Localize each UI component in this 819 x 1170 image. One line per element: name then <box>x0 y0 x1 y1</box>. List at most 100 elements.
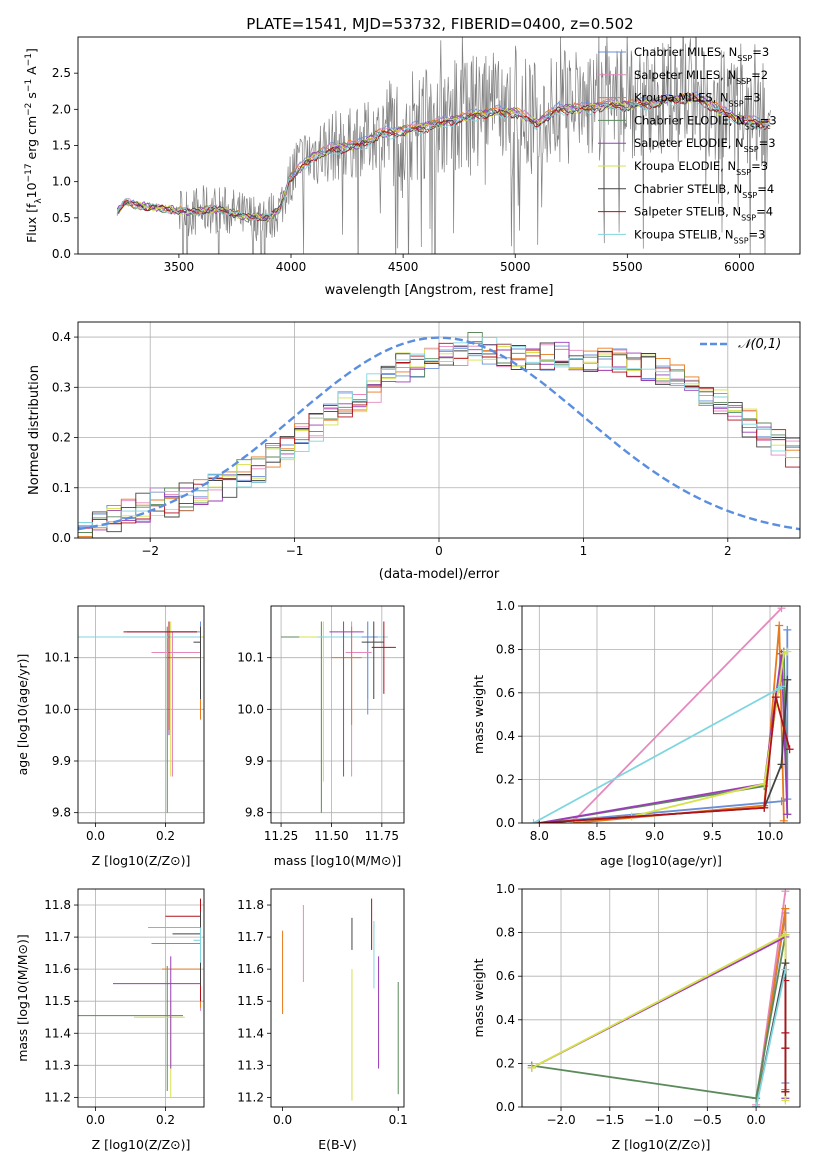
weight-marker <box>777 682 786 691</box>
weight-marker <box>752 1103 761 1107</box>
x-tick-label: 11.75 <box>365 829 399 843</box>
weight-marker <box>771 693 780 702</box>
weight-marker <box>785 745 794 754</box>
y-tick-label: 11.3 <box>237 1058 264 1072</box>
weight-marker <box>781 930 790 939</box>
x-tick-label: 0.1 <box>389 1113 408 1127</box>
histogram-plot <box>78 332 800 538</box>
weight-line-1 <box>573 607 783 822</box>
y-tick-label: 0.3 <box>52 380 71 394</box>
mass-vs-EBV-xlabel: E(B-V) <box>318 1137 357 1152</box>
massweight-vs-age-frame <box>521 605 801 824</box>
spectrum-plot <box>116 37 771 254</box>
model-spectrum-0 <box>117 91 771 221</box>
legend-label-2: Kroupa MILES, NSSP=3 <box>634 91 760 109</box>
y-tick-label: 2.5 <box>52 66 71 80</box>
y-tick-label: 0.8 <box>496 926 515 940</box>
x-tick-label: 0.2 <box>156 829 175 843</box>
weight-marker <box>779 816 788 823</box>
x-tick-label: 9.0 <box>645 829 664 843</box>
y-tick-label: 11.3 <box>44 1058 71 1072</box>
weight-marker <box>775 621 784 630</box>
y-tick-label: 10.0 <box>44 702 71 716</box>
x-tick-label: 0.0 <box>747 1113 766 1127</box>
model-spectrum-8 <box>116 96 771 221</box>
x-tick-label: 3500 <box>164 260 195 274</box>
y-tick-label: 0.4 <box>52 330 71 344</box>
weight-marker <box>777 606 786 613</box>
histogram-step-8 <box>78 337 800 528</box>
y-tick-label: 0.4 <box>496 729 515 743</box>
weight-marker <box>781 889 790 896</box>
x-tick-label: −2 <box>141 544 159 558</box>
y-tick-label: 0.2 <box>52 431 71 445</box>
massweight-vs-Z-xlabel: Z [log10(Z/Z⊙)] <box>612 1137 711 1152</box>
weight-marker <box>781 1028 790 1037</box>
weight-marker <box>777 760 786 769</box>
weight-marker <box>781 965 790 974</box>
y-tick-label: 11.4 <box>44 1026 71 1040</box>
x-tick-label: 2 <box>724 544 732 558</box>
y-tick-label: 0.0 <box>52 247 71 261</box>
y-tick-label: 0.1 <box>52 481 71 495</box>
y-tick-label: 11.8 <box>44 898 71 912</box>
y-tick-label: 0.6 <box>496 969 515 983</box>
y-tick-label: 0.0 <box>496 1100 515 1114</box>
y-tick-label: 0.2 <box>496 1056 515 1070</box>
weight-marker <box>783 675 792 684</box>
massweight-vs-age-plot <box>529 606 794 823</box>
model-spectrum-6 <box>116 95 771 222</box>
y-tick-label: 10.1 <box>237 651 264 665</box>
x-tick-label: 6000 <box>724 260 755 274</box>
age-vs-mass-xlabel: mass [log10(M/M⊙)] <box>274 853 402 868</box>
age-vs-Z-axes: 0.0 0.2 9.8 9.9 10.0 10.1 <box>44 606 204 843</box>
x-tick-label: −1.0 <box>644 1113 673 1127</box>
weight-marker <box>527 1063 536 1072</box>
x-tick-label: 1 <box>580 544 588 558</box>
weight-marker <box>760 803 769 812</box>
y-tick-label: 11.7 <box>44 930 71 944</box>
mass-vs-Z-ylabel: mass [log10(M/M⊙)] <box>15 934 30 1062</box>
age-vs-Z-xlabel: Z [log10(Z/Z⊙)] <box>92 853 191 868</box>
residual-histogram-axes: −2 −1 0 1 2 0.0 0.1 0.2 0.3 0.4 <box>52 322 800 558</box>
histogram-step-1 <box>78 344 800 526</box>
age-vs-Z-ylabel: age [log10(age/yr)] <box>15 654 30 776</box>
legend-label-5: Kroupa ELODIE, NSSP=3 <box>634 159 768 177</box>
y-tick-label: 9.8 <box>52 806 71 820</box>
weight-marker <box>783 810 792 819</box>
model-spectrum-1 <box>116 92 771 222</box>
normal-reference-curve <box>78 336 800 531</box>
y-tick-label: 0.0 <box>52 531 71 545</box>
legend-label-4: Salpeter ELODIE, NSSP=3 <box>634 136 776 154</box>
x-tick-label: 11.50 <box>314 829 348 843</box>
y-tick-label: 11.6 <box>237 962 264 976</box>
y-tick-label: 0.6 <box>496 686 515 700</box>
weight-line-0 <box>539 629 789 823</box>
y-tick-label: 9.9 <box>52 754 71 768</box>
y-tick-label: 0.2 <box>496 773 515 787</box>
x-tick-label: 0.2 <box>156 1113 175 1127</box>
weight-marker <box>529 819 538 823</box>
weight-line-5 <box>539 650 788 823</box>
spectrum-frame <box>77 36 801 255</box>
y-tick-label: 11.8 <box>237 898 264 912</box>
y-tick-label: 11.4 <box>237 1026 264 1040</box>
massweight-vs-Z-axes: −2.0 −1.5 −1.0 −0.5 0.0 0.0 0.2 0.4 0.6 0.8 1.0 <box>496 882 800 1127</box>
x-tick-label: 0.0 <box>273 1113 292 1127</box>
massweight-vs-Z-ylabel: mass weight <box>471 958 486 1037</box>
x-tick-label: 0 <box>435 544 443 558</box>
legend-label-0: Chabrier MILES, NSSP=3 <box>634 45 769 63</box>
histogram-frame <box>77 321 801 539</box>
x-tick-label: 11.25 <box>264 829 298 843</box>
mass-vs-EBV-axes: 0.0 0.1 11.2 11.3 11.4 11.5 11.6 11.7 11.8 <box>237 898 407 1127</box>
mass-vs-Z-xlabel: Z [log10(Z/Z⊙)] <box>92 1137 191 1152</box>
y-tick-label: 9.8 <box>245 806 264 820</box>
weight-line-2 <box>573 625 785 823</box>
mass-vs-EBV-plot <box>282 898 399 1101</box>
y-tick-label: 11.7 <box>237 930 264 944</box>
weight-marker <box>781 1096 790 1105</box>
weight-marker <box>783 625 792 634</box>
x-tick-label: 4000 <box>276 260 307 274</box>
spectrum-ylabel: Flux [fλ10−17 erg cm−2 s−1 A−1] <box>24 48 44 243</box>
